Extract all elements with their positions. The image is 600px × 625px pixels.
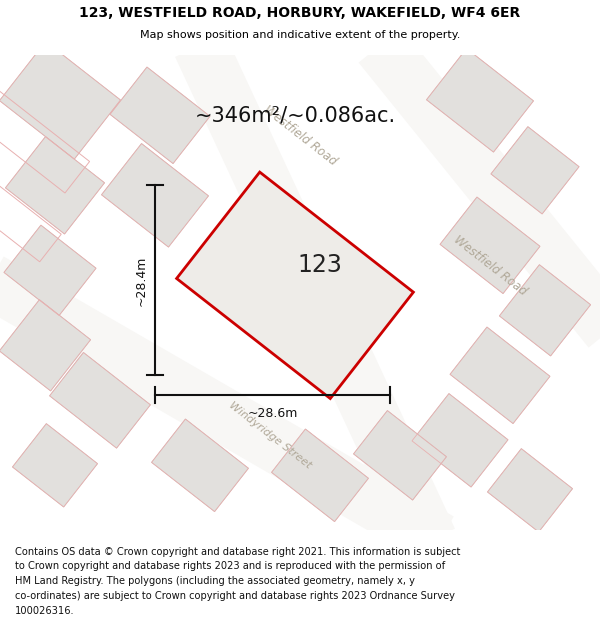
Polygon shape <box>499 265 590 356</box>
Text: Contains OS data © Crown copyright and database right 2021. This information is : Contains OS data © Crown copyright and d… <box>15 546 460 556</box>
Polygon shape <box>152 419 248 512</box>
Text: 100026316.: 100026316. <box>15 606 74 616</box>
Polygon shape <box>440 197 540 294</box>
Text: ~28.4m: ~28.4m <box>134 255 148 306</box>
Polygon shape <box>353 411 446 500</box>
Polygon shape <box>412 394 508 487</box>
Polygon shape <box>5 137 104 234</box>
Polygon shape <box>450 327 550 424</box>
Polygon shape <box>487 449 572 532</box>
Polygon shape <box>13 424 98 507</box>
Text: Windyridge Street: Windyridge Street <box>227 400 313 471</box>
Text: 123: 123 <box>298 253 343 278</box>
Polygon shape <box>272 429 368 522</box>
Text: ~28.6m: ~28.6m <box>247 407 298 420</box>
Text: ~346m²/~0.086ac.: ~346m²/~0.086ac. <box>194 105 395 125</box>
Polygon shape <box>359 28 600 348</box>
Text: Map shows position and indicative extent of the property.: Map shows position and indicative extent… <box>140 30 460 40</box>
Text: co-ordinates) are subject to Crown copyright and database rights 2023 Ordnance S: co-ordinates) are subject to Crown copyr… <box>15 591 455 601</box>
Text: Westfield Road: Westfield Road <box>261 103 339 168</box>
Text: HM Land Registry. The polygons (including the associated geometry, namely x, y: HM Land Registry. The polygons (includin… <box>15 576 415 586</box>
Polygon shape <box>0 300 91 391</box>
Text: 123, WESTFIELD ROAD, HORBURY, WAKEFIELD, WF4 6ER: 123, WESTFIELD ROAD, HORBURY, WAKEFIELD,… <box>79 6 521 19</box>
Polygon shape <box>4 225 96 316</box>
Polygon shape <box>0 256 454 564</box>
Polygon shape <box>101 144 208 247</box>
Polygon shape <box>110 67 210 164</box>
Polygon shape <box>427 49 533 152</box>
Polygon shape <box>175 34 455 552</box>
Text: Westfield Road: Westfield Road <box>451 233 529 298</box>
Polygon shape <box>491 127 579 214</box>
Polygon shape <box>0 41 121 159</box>
Text: to Crown copyright and database rights 2023 and is reproduced with the permissio: to Crown copyright and database rights 2… <box>15 561 445 571</box>
Polygon shape <box>176 172 413 399</box>
Polygon shape <box>50 352 151 448</box>
